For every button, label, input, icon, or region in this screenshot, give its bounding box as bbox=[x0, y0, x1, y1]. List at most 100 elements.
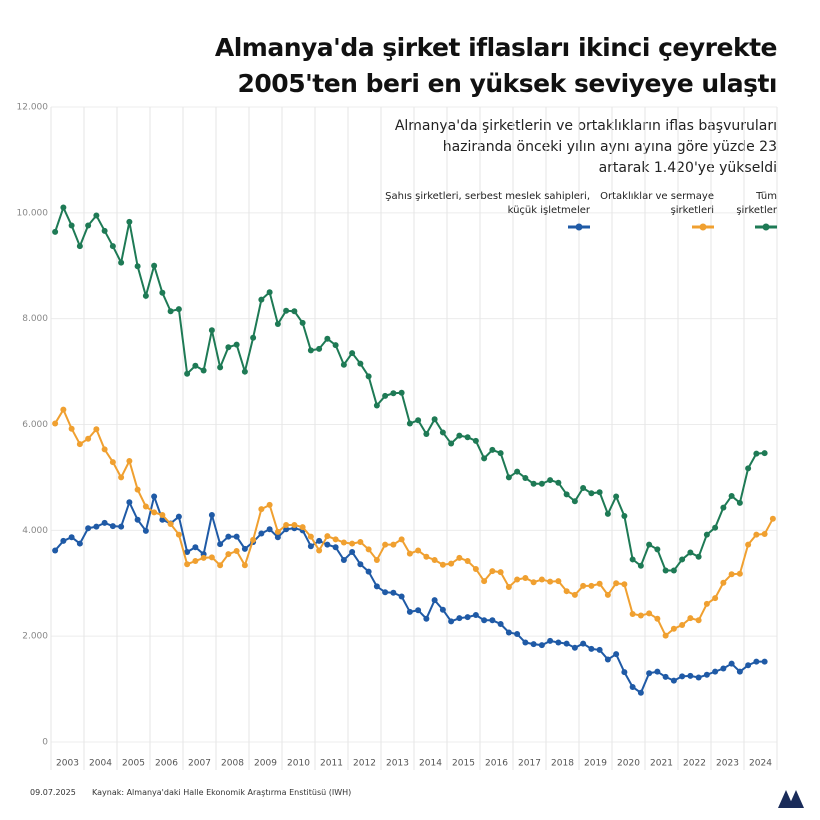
data-point bbox=[703, 531, 710, 538]
data-point bbox=[85, 525, 92, 532]
data-point bbox=[126, 458, 133, 465]
data-point bbox=[489, 617, 496, 624]
series-line bbox=[54, 407, 774, 638]
data-point bbox=[431, 597, 438, 604]
legend-label: Şahıs şirketleri, serbest meslek sahiple… bbox=[385, 191, 590, 216]
data-point bbox=[274, 320, 281, 327]
data-point bbox=[448, 618, 455, 625]
data-point bbox=[76, 441, 83, 448]
data-point bbox=[695, 617, 702, 624]
data-point bbox=[530, 579, 537, 586]
data-point bbox=[439, 606, 446, 613]
data-point bbox=[184, 561, 191, 568]
data-point bbox=[208, 327, 215, 334]
data-point bbox=[728, 492, 735, 499]
series-line bbox=[54, 492, 765, 695]
data-point bbox=[571, 644, 578, 651]
y-tick-label: 6.000 bbox=[22, 420, 48, 430]
data-point bbox=[60, 406, 67, 413]
legend-label: Ortaklıklar ve sermaye şirketleri bbox=[600, 191, 714, 216]
x-tick-label: 2015 bbox=[452, 759, 475, 769]
data-point bbox=[547, 578, 554, 585]
data-point bbox=[349, 540, 356, 547]
x-tick-label: 2019 bbox=[584, 759, 607, 769]
y-tick-label: 4.000 bbox=[22, 526, 48, 536]
data-point bbox=[101, 519, 108, 526]
data-point bbox=[200, 554, 207, 561]
legend-swatch-dot bbox=[699, 223, 707, 231]
x-tick-label: 2014 bbox=[419, 759, 442, 769]
data-point bbox=[159, 289, 166, 296]
data-point bbox=[662, 567, 669, 574]
data-point bbox=[629, 610, 636, 617]
data-point bbox=[646, 541, 653, 548]
data-point bbox=[192, 544, 199, 551]
data-point bbox=[233, 533, 240, 540]
data-point bbox=[563, 640, 570, 647]
data-point bbox=[720, 665, 727, 672]
data-point bbox=[613, 580, 620, 587]
data-point bbox=[332, 342, 339, 349]
data-point bbox=[687, 672, 694, 679]
data-point bbox=[357, 360, 364, 367]
data-point bbox=[208, 554, 215, 561]
data-point bbox=[134, 263, 141, 270]
data-point bbox=[497, 620, 504, 627]
data-point bbox=[604, 656, 611, 663]
data-point bbox=[588, 582, 595, 589]
data-point bbox=[431, 556, 438, 563]
data-point bbox=[217, 562, 224, 569]
data-point bbox=[670, 567, 677, 574]
chart-title: Almanya'da şirket iflasları ikinci çeyre… bbox=[214, 33, 778, 98]
data-point bbox=[266, 526, 273, 533]
x-tick-label: 2005 bbox=[122, 759, 145, 769]
data-point bbox=[604, 591, 611, 598]
data-point bbox=[340, 361, 347, 368]
data-point bbox=[670, 625, 677, 632]
data-point bbox=[109, 459, 116, 466]
data-point bbox=[481, 578, 488, 585]
data-point bbox=[118, 523, 125, 530]
data-point bbox=[349, 350, 356, 357]
x-tick-label: 2013 bbox=[386, 759, 409, 769]
data-point bbox=[398, 593, 405, 600]
data-point bbox=[547, 477, 554, 484]
data-point bbox=[274, 528, 281, 535]
x-tick-label: 2007 bbox=[188, 759, 211, 769]
data-point bbox=[382, 392, 389, 399]
data-point bbox=[505, 474, 512, 481]
data-point bbox=[382, 589, 389, 596]
data-point bbox=[390, 589, 397, 596]
data-point bbox=[159, 511, 166, 518]
data-point bbox=[324, 533, 331, 540]
data-point bbox=[538, 642, 545, 649]
data-point bbox=[101, 227, 108, 234]
data-point bbox=[217, 541, 224, 548]
data-point bbox=[382, 541, 389, 548]
data-point bbox=[604, 510, 611, 517]
data-point bbox=[621, 513, 628, 520]
data-point bbox=[613, 493, 620, 500]
data-point bbox=[464, 558, 471, 565]
data-point bbox=[448, 440, 455, 447]
subtitle: Almanya'da şirketlerin ve ortaklıkların … bbox=[394, 118, 777, 176]
data-point bbox=[629, 683, 636, 690]
data-point bbox=[307, 543, 314, 550]
x-tick-label: 2018 bbox=[551, 759, 574, 769]
data-point bbox=[679, 622, 686, 629]
data-point bbox=[283, 522, 290, 529]
data-point bbox=[126, 218, 133, 225]
data-point bbox=[93, 212, 100, 219]
data-point bbox=[629, 556, 636, 563]
data-point bbox=[530, 641, 537, 648]
y-tick-label: 0 bbox=[42, 738, 48, 748]
data-point bbox=[225, 533, 232, 540]
data-point bbox=[505, 583, 512, 590]
data-point bbox=[291, 522, 298, 529]
data-point bbox=[481, 617, 488, 624]
data-point bbox=[621, 669, 628, 676]
data-point bbox=[497, 450, 504, 457]
data-point bbox=[687, 615, 694, 622]
data-point bbox=[736, 499, 743, 506]
